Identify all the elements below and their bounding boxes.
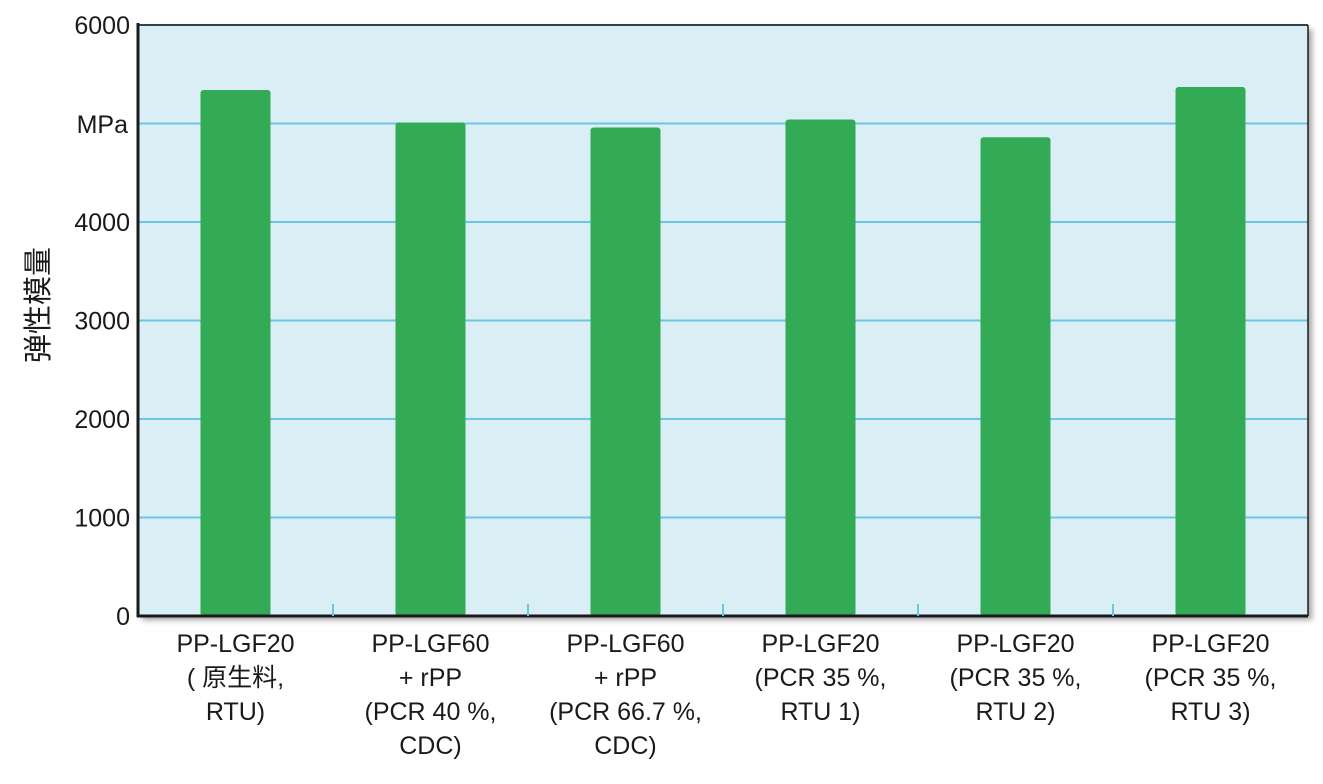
x-category-label-line: PP-LGF60 <box>566 630 684 658</box>
x-category-label-line: PP-LGF20 <box>176 630 294 658</box>
x-category-label-line: RTU 2) <box>975 698 1055 726</box>
x-category-label: PP-LGF20 (PCR 35 %, RTU 2) <box>950 630 1082 726</box>
y-unit-label: MPa <box>77 111 129 139</box>
y-tick-label: 6000 <box>74 12 130 40</box>
x-category-label-line: PP-LGF20 <box>1151 630 1269 658</box>
y-tick-label: 3000 <box>74 308 130 336</box>
x-category-label-line: RTU) <box>206 698 265 726</box>
x-category-label-line: PP-LGF20 <box>761 630 879 658</box>
x-category-label-line: (PCR 66.7 %, <box>549 698 702 726</box>
y-tick-label: 4000 <box>74 209 130 237</box>
x-category-label: PP-LGF20 (PCR 35 %, RTU 3) <box>1145 630 1277 726</box>
x-category-label-line: + rPP <box>399 664 462 692</box>
bar <box>395 122 466 616</box>
x-category-label-line: PP-LGF20 <box>956 630 1074 658</box>
bars <box>200 87 1246 617</box>
x-category-label: PP-LGF60 + rPP (PCR 66.7 %, CDC) <box>549 630 702 760</box>
x-category-label-line: (PCR 35 %, <box>755 664 887 692</box>
x-category-label-line: ( 原生料, <box>187 664 284 692</box>
bar <box>590 127 661 616</box>
x-category-label-line: (PCR 40 %, <box>365 698 497 726</box>
y-tick-labels: 0 1000 2000 3000 4000 6000 <box>74 12 130 631</box>
x-category-label-line: RTU 3) <box>1170 698 1250 726</box>
bar <box>980 137 1051 617</box>
x-category-label-line: PP-LGF60 <box>371 630 489 658</box>
y-tick-label: 1000 <box>74 505 130 533</box>
x-category-label-line: CDC) <box>399 732 462 760</box>
x-category-labels: PP-LGF20 ( 原生料, RTU) PP-LGF60 + rPP (PCR 40 %… <box>176 630 1276 760</box>
y-tick-label: 0 <box>116 603 130 631</box>
x-category-label: PP-LGF20 (PCR 35 %, RTU 1) <box>755 630 887 726</box>
x-category-label-line: (PCR 35 %, <box>1145 664 1277 692</box>
x-category-label: PP-LGF20 ( 原生料, RTU) <box>176 630 294 726</box>
x-category-label-line: CDC) <box>594 732 657 760</box>
x-category-label: PP-LGF60 + rPP (PCR 40 %, CDC) <box>365 630 497 760</box>
bar <box>785 119 856 616</box>
bar <box>200 90 271 616</box>
y-tick-label: 2000 <box>74 406 130 434</box>
x-category-label-line: (PCR 35 %, <box>950 664 1082 692</box>
axes <box>136 23 1309 618</box>
x-category-label-line: + rPP <box>594 664 657 692</box>
x-category-label-line: RTU 1) <box>780 698 860 726</box>
y-axis-label: 弹性模量 <box>21 247 55 363</box>
bar <box>1175 87 1246 617</box>
